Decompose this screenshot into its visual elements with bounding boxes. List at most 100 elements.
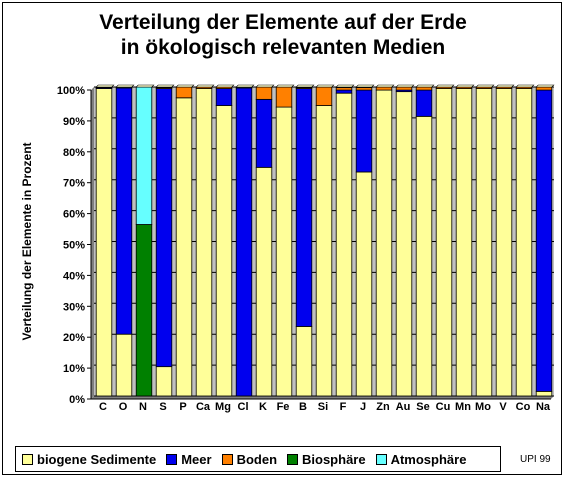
legend-item: Meer — [166, 451, 212, 467]
x-tick-label: Mn — [455, 401, 471, 413]
bar-top — [215, 84, 235, 88]
bar-segment — [435, 88, 453, 397]
bar-segment — [215, 88, 233, 106]
x-tick-label: C — [99, 401, 107, 413]
bar-top — [315, 84, 335, 88]
bar-segment — [175, 86, 193, 99]
legend-swatch — [221, 453, 233, 465]
bar-top — [295, 84, 315, 88]
bar-segment — [415, 86, 433, 91]
bar-segment — [455, 88, 473, 397]
y-tick-label: 50% — [63, 240, 85, 252]
y-tick-label: 10% — [63, 363, 85, 375]
legend-swatch — [375, 453, 387, 465]
bar-segment — [375, 86, 393, 91]
x-tick-label: Mg — [215, 401, 231, 413]
bar-segment — [315, 86, 333, 106]
x-tick-label: Na — [536, 401, 551, 413]
bar-segment — [255, 166, 273, 397]
x-tick-label: N — [139, 401, 147, 413]
bar-segment — [375, 89, 393, 397]
bar-top — [475, 84, 495, 88]
bar-top — [435, 84, 455, 88]
bar-segment — [235, 87, 253, 397]
legend-swatch — [166, 453, 178, 465]
bar-segment — [95, 88, 113, 397]
chart-title-line-2: in ökologisch relevanten Medien — [120, 36, 446, 59]
bar-segment — [475, 88, 493, 397]
legend-label: Meer — [181, 451, 212, 467]
x-tick-label: O — [119, 401, 128, 413]
bar-segment — [535, 390, 553, 397]
x-tick-label: J — [360, 401, 366, 413]
chart-title: Verteilung der Elemente auf der Erde in … — [0, 10, 566, 60]
bar-segment — [295, 88, 313, 327]
bar-top — [95, 84, 115, 88]
y-tick-label: 0% — [69, 394, 85, 406]
x-tick-label: Cu — [436, 401, 451, 413]
y-axis-label: Verteilung der Elemente in Prozent — [20, 142, 34, 340]
bar-segment — [155, 366, 173, 397]
x-tick-label: B — [299, 401, 307, 413]
legend-label: Biosphäre — [302, 451, 366, 467]
bar-segment — [515, 88, 533, 397]
legend-label: Boden — [236, 451, 278, 467]
legend-label: Atmosphäre — [390, 451, 467, 467]
stacked-bar-chart: 0% 10% 20% 30% 40% 50% 60% 70% 80% 90% 100% Verteil… — [20, 84, 555, 413]
bar-top — [515, 84, 535, 88]
bar-segment — [535, 89, 553, 392]
bar-segment — [115, 333, 133, 397]
bar-top — [275, 84, 295, 88]
bar-top — [255, 84, 275, 88]
bar-segment — [355, 171, 373, 397]
bar-segment — [255, 86, 273, 100]
bar-segment — [275, 106, 293, 397]
plot-side-wall — [91, 87, 94, 399]
chart-title-line-1: Verteilung der Elemente auf der Erde — [99, 11, 467, 34]
bar-top — [335, 84, 355, 88]
plot-floor — [91, 396, 554, 399]
bar-segment — [115, 87, 133, 335]
y-tick-label: 60% — [63, 209, 85, 221]
x-tick-label: Fe — [277, 401, 290, 413]
bar-segment — [495, 88, 513, 397]
bar-top — [395, 84, 415, 88]
bar-top — [495, 84, 515, 88]
bar-segment — [415, 115, 433, 397]
x-tick-label: Si — [318, 401, 328, 413]
legend-label: biogene Sedimente — [37, 451, 157, 467]
bar-top — [455, 84, 475, 88]
bar-top — [135, 84, 155, 88]
bar-segment — [335, 92, 353, 397]
legend-swatch — [22, 453, 33, 465]
legend-item: Boden — [221, 451, 278, 467]
x-tick-label: S — [159, 401, 166, 413]
bar-segment — [535, 86, 553, 91]
bar-segment — [395, 86, 413, 91]
bar-top — [195, 84, 215, 88]
y-tick-label: 40% — [63, 270, 85, 282]
bar-segment — [255, 98, 273, 168]
bar-segment — [295, 326, 313, 397]
bar-segment — [355, 89, 373, 173]
y-tick-label: 90% — [63, 116, 85, 128]
x-tick-label: Co — [516, 401, 531, 413]
y-tick-label: 70% — [63, 178, 85, 190]
x-tick-label: Se — [416, 401, 429, 413]
bar-top — [535, 84, 555, 88]
y-tick-label: 100% — [57, 85, 85, 97]
legend-swatch — [287, 453, 299, 465]
bar-top — [155, 84, 175, 88]
x-tick-label: V — [499, 401, 507, 413]
bar-segment — [395, 91, 413, 397]
bar-segment — [275, 86, 293, 108]
bar-top — [175, 84, 195, 88]
bar-segment — [175, 97, 193, 397]
x-tick-label: P — [179, 401, 186, 413]
bar-segment — [415, 89, 433, 117]
bar-segment — [215, 105, 233, 397]
bar-top — [115, 84, 135, 88]
x-tick-label: F — [340, 401, 347, 413]
y-tick-label: 20% — [63, 332, 85, 344]
x-tick-label: K — [259, 401, 267, 413]
